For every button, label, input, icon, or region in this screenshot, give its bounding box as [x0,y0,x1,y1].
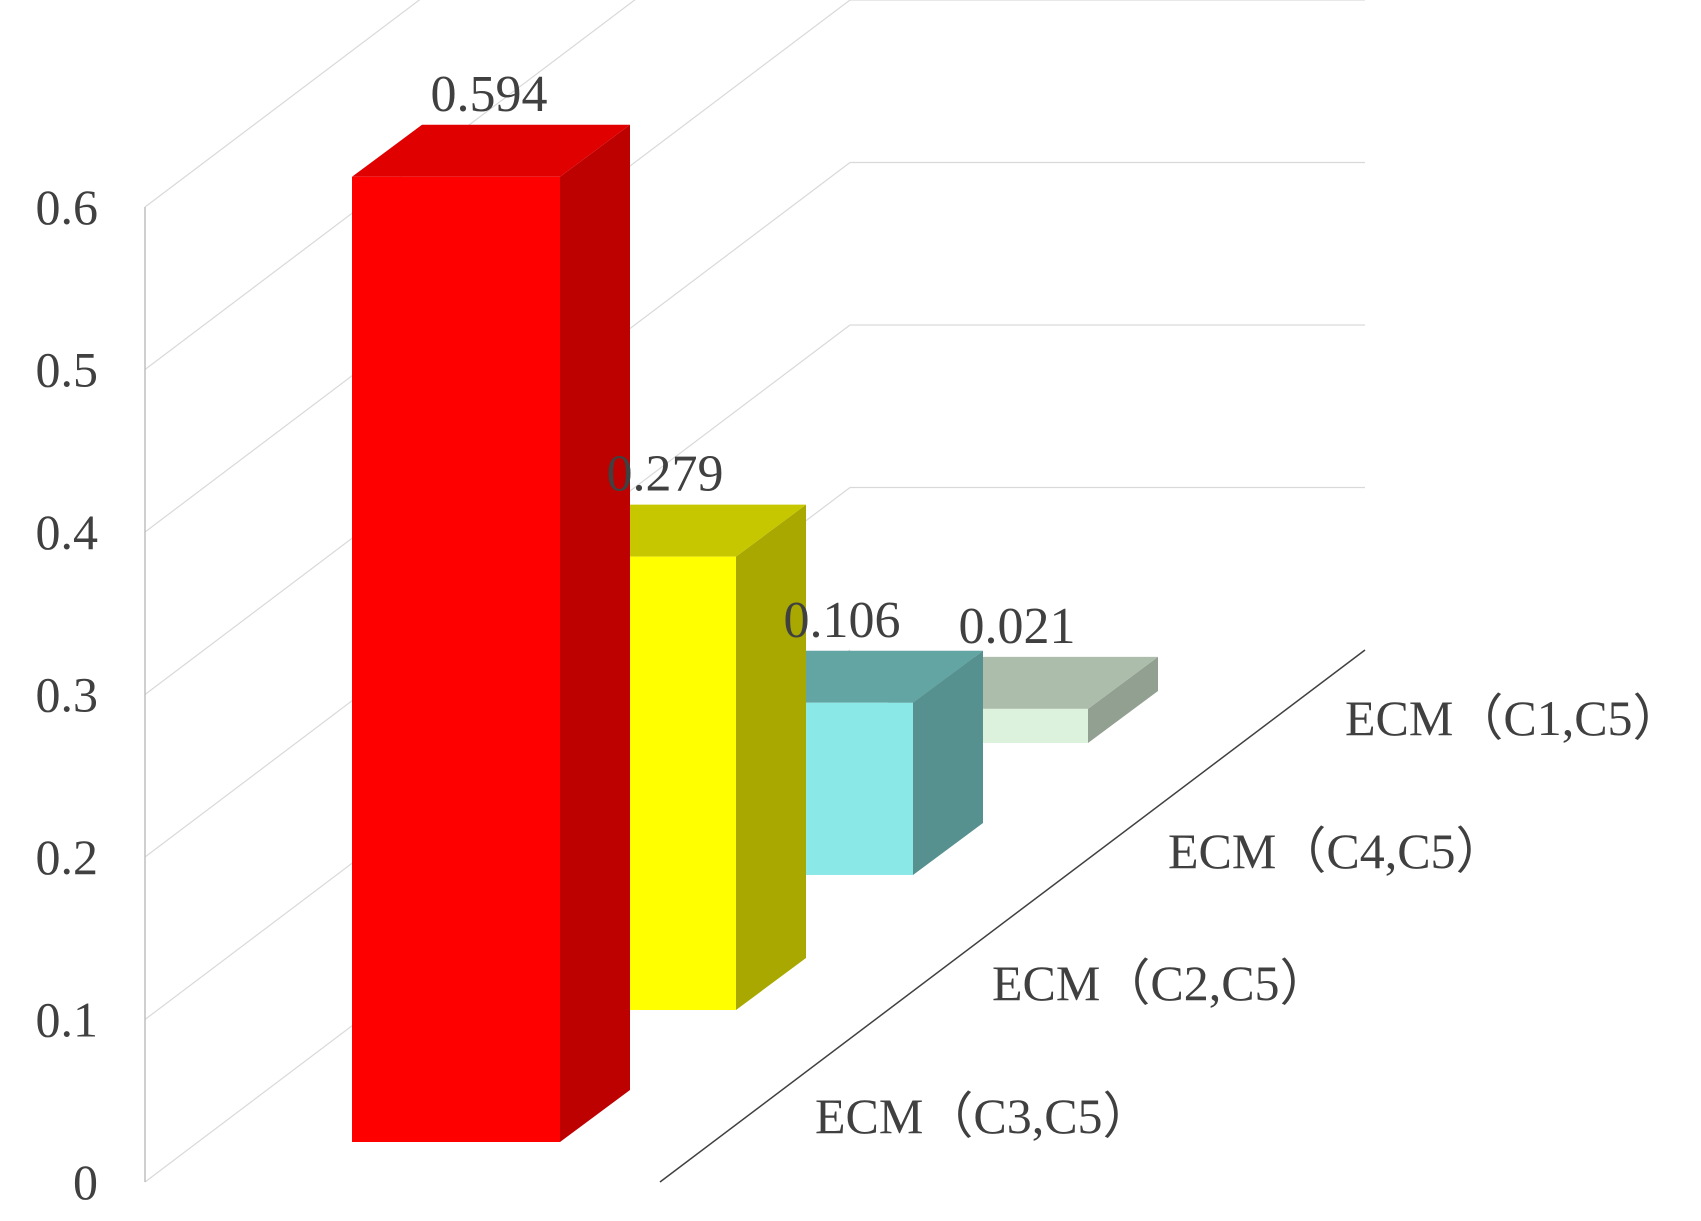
x-axis-line [659,649,1366,1183]
bar-side-face [736,504,806,1010]
bar-top-face [352,124,630,177]
bar-value-label: 0.594 [431,66,548,123]
axes [144,207,1366,1183]
y-tick-label: 0.3 [36,667,99,723]
bar-side-face [1088,656,1158,743]
y-tick-label: 0.4 [36,504,99,560]
x-category-label: ECM（C2,C5） [992,955,1330,1011]
gridline-side-5 [144,0,636,370]
labels: 0 0.1 0.2 0.3 0.4 0.5 0.6 0.021 0.106 0.279 0.594 E… [36,66,1683,1210]
gridline-side-6 [144,0,421,208]
x-category-label: ECM（C3,C5） [815,1088,1153,1144]
bar-side-face [560,124,630,1142]
x-category-label: ECM（C4,C5） [1168,823,1506,879]
bar-side-face [913,650,983,875]
bar-value-label: 0.021 [959,598,1076,655]
y-tick-label: 0.2 [36,829,99,885]
x-category-label: ECM（C1,C5） [1345,690,1683,746]
y-tick-label: 0.5 [36,342,99,398]
bar-value-label: 0.106 [784,592,901,649]
bar-front-face [352,176,560,1142]
bar-1 [352,124,630,1142]
y-tick-label: 0 [73,1154,98,1210]
bars [352,124,1158,1142]
bar-value-label: 0.279 [607,446,724,503]
y-tick-label: 0.1 [36,992,99,1048]
y-tick-label: 0.6 [36,179,99,235]
